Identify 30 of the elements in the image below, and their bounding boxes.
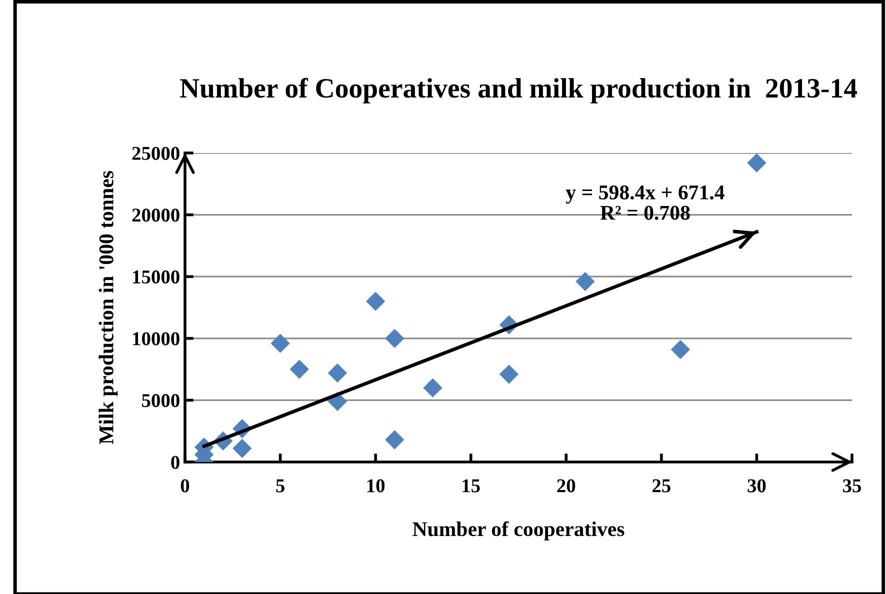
x-tick-label: 30 — [748, 479, 766, 492]
point — [423, 378, 442, 398]
y-tick-label: 10000 — [133, 332, 180, 346]
point — [385, 328, 404, 348]
point — [499, 364, 519, 384]
y-tick-label: 20000 — [132, 208, 180, 222]
point — [328, 363, 348, 383]
x-axis-title: Number of cooperatives — [412, 521, 624, 540]
y-tick-label: 0 — [171, 456, 180, 469]
point — [366, 292, 386, 311]
point — [232, 438, 252, 458]
chart-title: Number of Cooperatives and milk production in 2013-14 — [180, 78, 858, 104]
annotation: y = 598.4x + 671.4 R² = 0.708 — [566, 185, 724, 220]
point — [270, 334, 290, 353]
point — [576, 272, 595, 292]
point — [385, 430, 404, 450]
y-tick-label: 25000 — [132, 146, 180, 160]
x-tick-label: 5 — [276, 479, 284, 492]
x-tick-label: 25 — [652, 479, 670, 492]
x-tick-label: 35 — [843, 479, 862, 492]
x-tick-label: 0 — [180, 479, 190, 492]
y-tick-label: 15000 — [133, 270, 180, 284]
x-tick-label: 10 — [367, 479, 385, 492]
y-axis-title: Milk production in '000 tonnes — [98, 171, 118, 444]
point — [747, 153, 766, 172]
point — [670, 340, 690, 360]
point — [290, 360, 309, 379]
x-tick-label: 20 — [557, 479, 576, 492]
x-tick-label: 15 — [462, 479, 480, 492]
y-tick-label: 5000 — [142, 394, 180, 408]
